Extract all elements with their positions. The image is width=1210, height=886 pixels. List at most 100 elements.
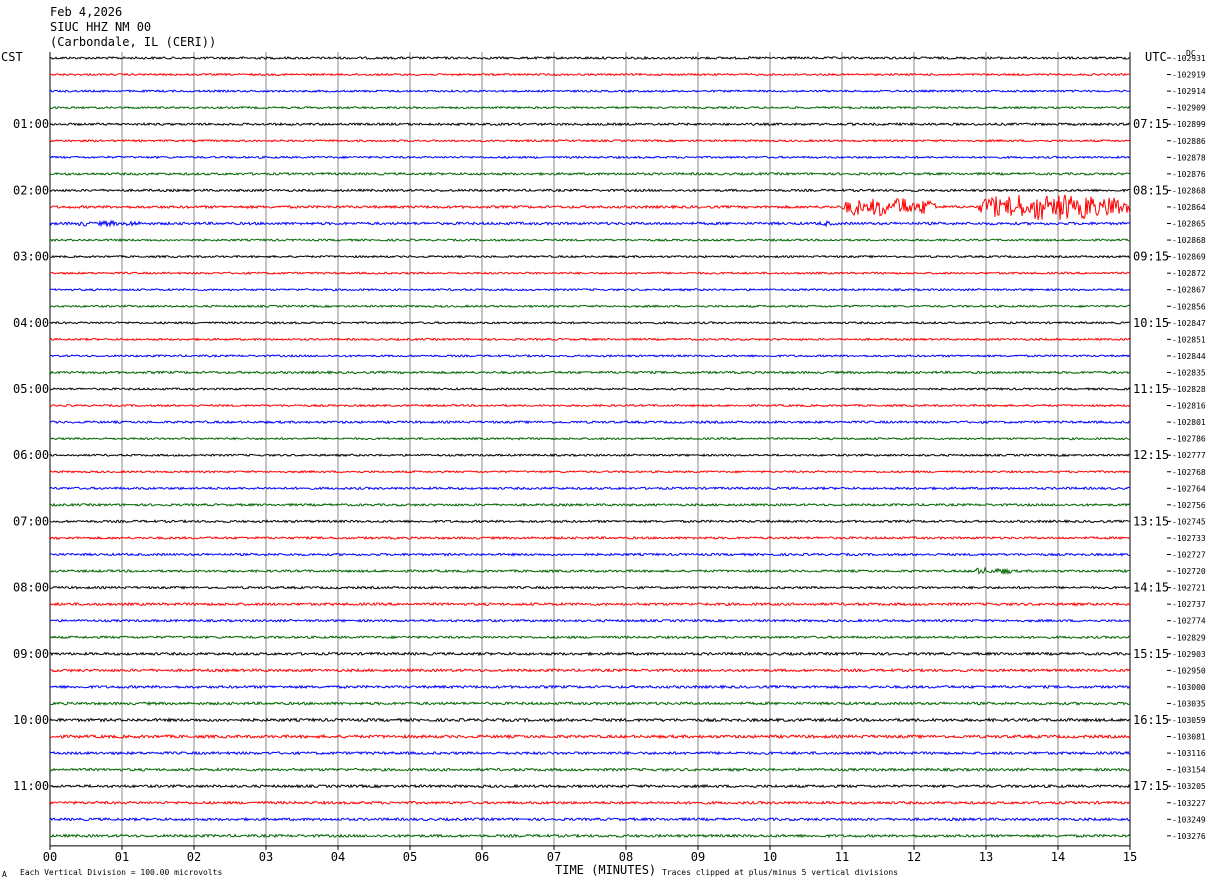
trace-37 [49,651,1131,657]
x-tick-label: 01 [115,850,129,864]
trace-34 [49,601,1131,607]
x-tick-label: 10 [763,850,777,864]
trace-offset-label: -102777 [1172,451,1206,460]
trace-16 [49,304,1131,309]
trace-offset-label: -102909 [1172,104,1206,113]
left-timezone-label: CST [1,50,23,64]
trace-47 [49,816,1131,822]
left-hour-label: 04:00 [13,316,49,330]
trace-offset-label: -102720 [1172,567,1206,576]
trace-offset-label: -102856 [1172,302,1206,311]
trace-offset-label: -103000 [1172,683,1206,692]
trace-41 [49,717,1131,723]
trace-26 [49,469,1131,474]
trace-offset-label: -102868 [1172,186,1206,195]
trace-offset-label: -102903 [1172,650,1206,659]
trace-40 [49,701,1131,706]
trace-offset-label: -102774 [1172,617,1206,626]
trace-17 [49,320,1131,325]
right-hour-label: 12:15 [1133,448,1169,462]
trace-offset-label: -102801 [1172,418,1206,427]
trace-29 [49,519,1131,524]
left-hour-label: 07:00 [13,514,49,528]
right-hour-label: 15:15 [1133,647,1169,661]
trace-7 [49,155,1131,160]
trace-offset-label: -102756 [1172,501,1206,510]
trace-offset-label: -103276 [1172,832,1206,841]
right-hour-label: 09:15 [1133,250,1169,264]
right-hour-label: 07:15 [1133,117,1169,131]
trace-23 [49,419,1131,425]
trace-12 [49,238,1131,243]
trace-offset-label: -102914 [1172,87,1206,96]
x-tick-label: 09 [691,850,705,864]
x-tick-label: 15 [1123,850,1137,864]
left-hour-label: 06:00 [13,448,49,462]
trace-8 [49,171,1131,177]
trace-13 [49,254,1131,259]
right-timezone-label: UTC [1145,50,1167,64]
left-hour-label: 05:00 [13,382,49,396]
trace-offset-label: -102786 [1172,435,1206,444]
trace-33 [49,585,1131,590]
trace-offset-label: -102816 [1172,402,1206,411]
x-tick-label: 04 [331,850,345,864]
trace-offset-label: -103154 [1172,766,1206,775]
trace-1 [49,55,1131,61]
trace-offset-label: -102835 [1172,368,1206,377]
trace-offset-label: -102829 [1172,633,1206,642]
right-hour-label: 14:15 [1133,581,1169,595]
trace-11 [49,219,1131,228]
trace-offset-label: -102727 [1172,551,1206,560]
trace-28 [49,502,1131,507]
left-hour-label: 03:00 [13,250,49,264]
trace-offset-label: -103059 [1172,716,1206,725]
x-tick-label: 06 [475,850,489,864]
left-hour-label: 08:00 [13,581,49,595]
trace-offset-label: -103081 [1172,733,1206,742]
trace-offset-label: -102737 [1172,600,1206,609]
trace-43 [49,750,1131,756]
x-tick-label: 08 [619,850,633,864]
trace-offset-label: -102868 [1172,236,1206,245]
trace-offset-label: -102764 [1172,484,1206,493]
x-axis-title: TIME (MINUTES) [555,863,657,877]
trace-offset-label: -102869 [1172,253,1206,262]
trace-5 [49,121,1131,127]
trace-offset-label: -102950 [1172,666,1206,675]
header-location: (Carbondale, IL (CERI)) [50,35,217,49]
trace-offset-label: -102919 [1172,71,1206,80]
trace-36 [49,635,1131,640]
trace-27 [49,485,1131,491]
x-tick-label: 07 [547,850,561,864]
trace-18 [49,337,1131,342]
trace-46 [49,800,1131,806]
trace-3 [49,89,1130,94]
trace-15 [49,287,1131,292]
trace-offset-label: -102733 [1172,534,1206,543]
trace-30 [49,535,1131,541]
x-tick-label: 05 [403,850,417,864]
right-hour-label: 13:15 [1133,514,1169,528]
trace-35 [49,618,1131,623]
trace-offset-label: -102886 [1172,137,1206,146]
trace-39 [49,684,1131,690]
x-tick-label: 02 [187,850,201,864]
left-hour-label: 09:00 [13,647,49,661]
x-tick-label: 14 [1051,850,1065,864]
right-hour-label: 17:15 [1133,779,1169,793]
x-tick-label: 12 [907,850,921,864]
trace-offset-label: -102847 [1172,319,1206,328]
trace-21 [49,387,1131,392]
clip-note: Traces clipped at plus/minus 5 vertical … [662,868,899,877]
trace-14 [49,271,1131,276]
trace-offset-label: -102931 [1172,54,1206,63]
trace-42 [49,733,1131,740]
right-hour-label: 16:15 [1133,713,1169,727]
trace-offset-label: -102872 [1172,269,1206,278]
trace-offset-label: -103249 [1172,815,1206,824]
header-station: SIUC HHZ NM 00 [50,20,152,34]
x-tick-label: 13 [979,850,993,864]
trace-offset-label: -102745 [1172,517,1206,526]
trace-24 [49,436,1131,441]
